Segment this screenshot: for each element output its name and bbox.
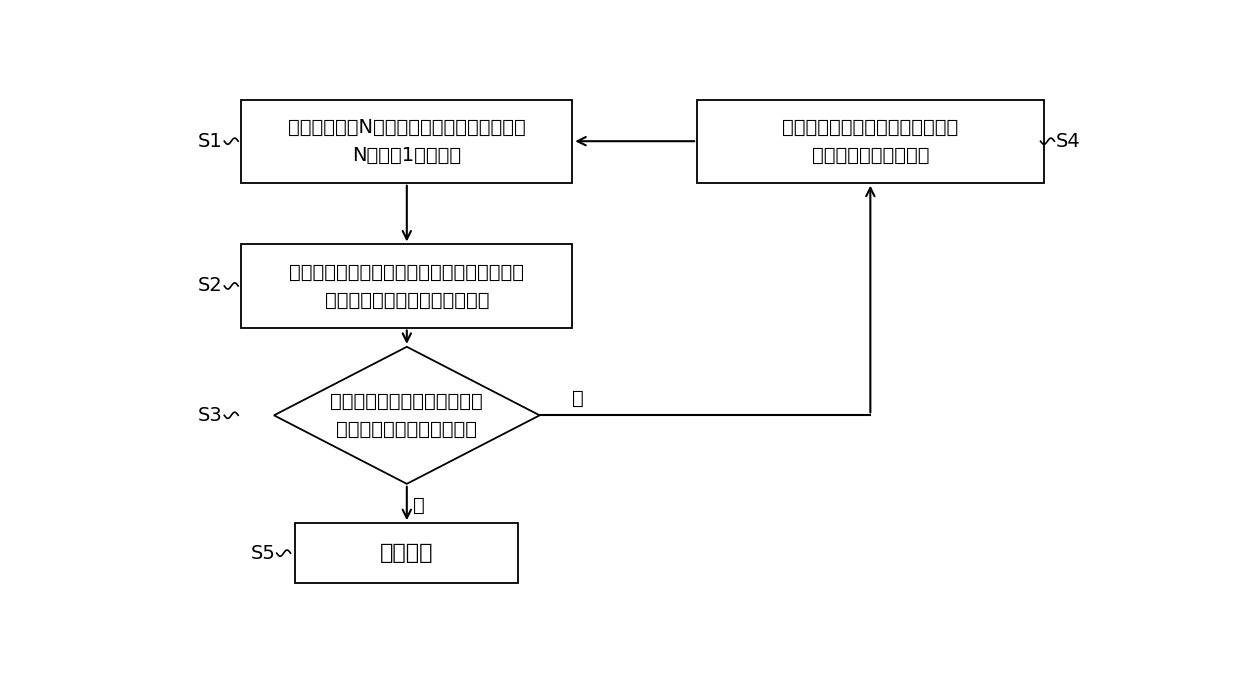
Text: 根据激光扫描数据拟合获得盾体的拟合直径，
并渲染获得盾体的三维立体图像: 根据激光扫描数据拟合获得盾体的拟合直径， 并渲染获得盾体的三维立体图像: [289, 263, 525, 309]
Text: 分别采集盾体N个测量区域的激光扫描数据，
N为大于1的正整数: 分别采集盾体N个测量区域的激光扫描数据， N为大于1的正整数: [288, 118, 526, 165]
Polygon shape: [274, 347, 539, 484]
FancyBboxPatch shape: [242, 245, 573, 327]
Text: 判断拟合直径与盾体的设计直
径的差值是否在预设范围内: 判断拟合直径与盾体的设计直 径的差值是否在预设范围内: [330, 392, 484, 439]
Text: S5: S5: [250, 544, 275, 563]
Text: 否: 否: [572, 389, 584, 408]
Text: 停止扫描: 停止扫描: [379, 543, 434, 563]
Text: 根据三维立体图像反映的盾体形变
调节盾体的支撑点位置: 根据三维立体图像反映的盾体形变 调节盾体的支撑点位置: [782, 118, 959, 165]
Text: S1: S1: [198, 132, 223, 151]
Text: S3: S3: [198, 406, 223, 425]
Text: 是: 是: [413, 496, 425, 515]
Text: S2: S2: [198, 276, 223, 296]
FancyBboxPatch shape: [295, 523, 518, 583]
Text: S4: S4: [1056, 132, 1081, 151]
FancyBboxPatch shape: [242, 100, 573, 183]
FancyBboxPatch shape: [697, 100, 1044, 183]
